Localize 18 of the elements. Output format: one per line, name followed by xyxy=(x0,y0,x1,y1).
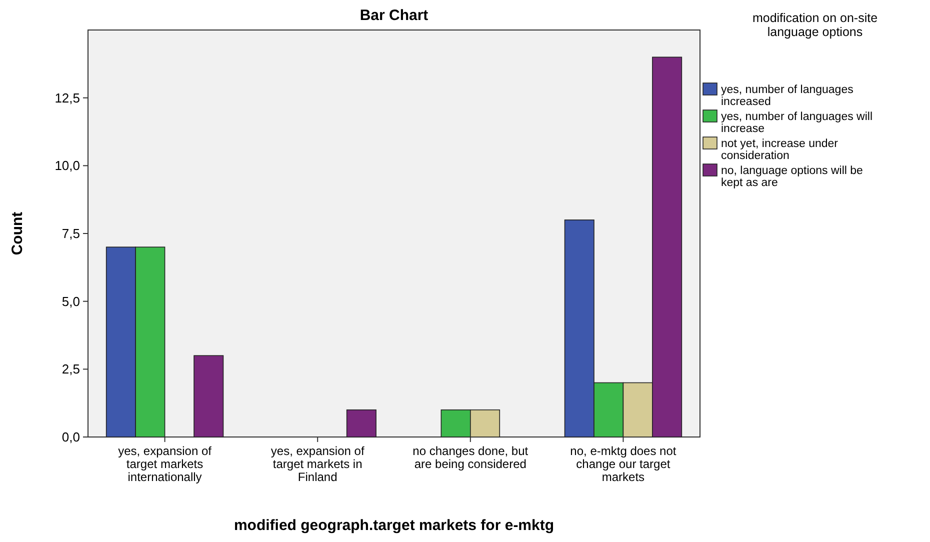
y-tick-label: 0,0 xyxy=(62,430,80,445)
x-tick-label: yes, expansion of target markets internationally xyxy=(118,444,212,484)
bar xyxy=(194,355,224,438)
y-tick-label: 10,0 xyxy=(54,158,80,174)
x-axis-title: modified geograph.target markets for e-mktg xyxy=(234,517,554,534)
y-tick-label: 5,0 xyxy=(62,294,80,309)
y-tick-label: 7,5 xyxy=(62,226,80,242)
legend-label: no, language options will be kept as are xyxy=(721,165,863,190)
x-tick-label: no changes done, but are being considered xyxy=(412,444,529,471)
y-tick-label: 12,5 xyxy=(54,90,80,106)
x-tick-label: yes, expansion of target markets in Finland xyxy=(270,444,365,484)
legend-label: yes, number of languages will increase xyxy=(721,111,872,136)
bar xyxy=(346,409,376,438)
y-tick-label: 2,5 xyxy=(62,362,80,377)
y-axis-title: Count xyxy=(9,212,26,256)
legend-title: modification on on-site language options xyxy=(752,11,878,39)
chart-title: Bar Chart xyxy=(360,7,428,24)
x-tick-label: no, e-mktg does not change our target markets xyxy=(570,444,677,484)
